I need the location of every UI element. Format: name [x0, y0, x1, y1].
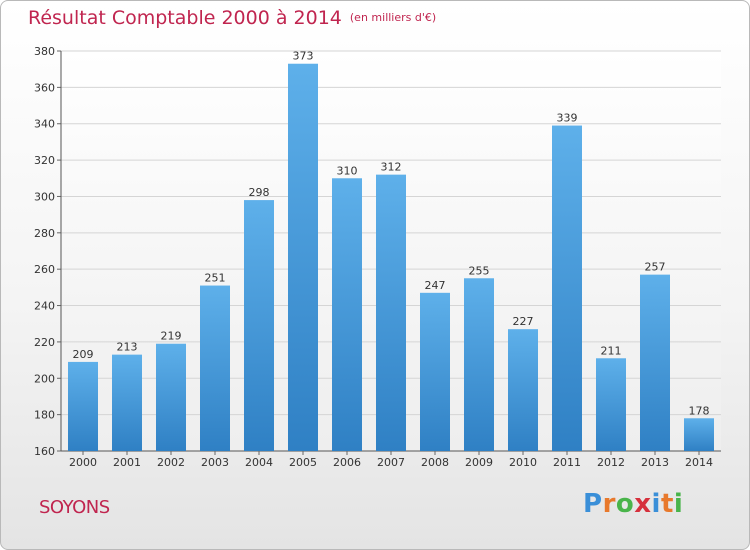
bar — [376, 174, 406, 452]
y-tick-label: 340 — [34, 118, 55, 131]
y-tick-label: 320 — [34, 154, 55, 167]
logo-letter: P — [583, 489, 603, 519]
logo-letter: x — [634, 489, 652, 519]
chart-title: Résultat Comptable 2000 à 2014 (en millie… — [28, 7, 436, 29]
value-label: 373 — [293, 50, 314, 63]
bar — [640, 274, 670, 451]
logo-letter: i — [673, 489, 684, 519]
y-tick-label: 300 — [34, 190, 55, 203]
x-tick-label: 2004 — [245, 456, 273, 469]
bar — [464, 278, 494, 451]
place-name: SOYONS — [39, 497, 110, 518]
logo-letter: r — [602, 489, 616, 519]
x-tick-label: 2000 — [69, 456, 97, 469]
value-label: 211 — [601, 344, 622, 357]
value-label: 339 — [557, 112, 578, 125]
bar — [420, 292, 450, 451]
bar — [68, 361, 98, 451]
value-label: 178 — [689, 404, 710, 417]
y-tick-label: 360 — [34, 81, 55, 94]
y-tick-label: 200 — [34, 372, 55, 385]
x-tick-label: 2010 — [509, 456, 537, 469]
y-tick-label: 220 — [34, 336, 55, 349]
value-label: 247 — [425, 279, 446, 292]
x-tick-label: 2014 — [685, 456, 713, 469]
bar — [112, 354, 142, 451]
bar — [552, 125, 582, 451]
value-label: 312 — [381, 161, 402, 174]
x-tick-label: 2009 — [465, 456, 493, 469]
logo-letter: t — [660, 489, 674, 519]
y-tick-label: 240 — [34, 300, 55, 313]
bar — [596, 358, 626, 451]
x-tick-label: 2005 — [289, 456, 317, 469]
bar — [244, 200, 274, 451]
x-tick-label: 2012 — [597, 456, 625, 469]
bar — [288, 63, 318, 452]
x-tick-label: 2003 — [201, 456, 229, 469]
proxiti-logo: Proxiti — [583, 489, 683, 519]
value-label: 257 — [645, 261, 666, 274]
x-tick-label: 2013 — [641, 456, 669, 469]
value-label: 310 — [337, 164, 358, 177]
logo-letter: i — [651, 489, 661, 519]
x-tick-label: 2002 — [157, 456, 185, 469]
x-tick-label: 2008 — [421, 456, 449, 469]
value-label: 219 — [161, 330, 182, 343]
bar — [684, 418, 714, 451]
bar — [332, 178, 362, 452]
bar — [200, 285, 230, 451]
chart-unit: (en milliers d'€) — [349, 11, 437, 24]
logo-letter: o — [615, 489, 635, 519]
x-tick-label: 2006 — [333, 456, 361, 469]
x-tick-label: 2007 — [377, 456, 405, 469]
value-label: 227 — [513, 315, 534, 328]
value-label: 213 — [117, 341, 138, 354]
value-label: 255 — [469, 264, 490, 277]
y-tick-label: 260 — [34, 263, 55, 276]
x-tick-label: 2011 — [553, 456, 581, 469]
y-tick-label: 180 — [34, 409, 55, 422]
y-tick-label: 380 — [34, 45, 55, 58]
value-label: 298 — [249, 186, 270, 199]
value-label: 251 — [205, 272, 226, 285]
bar — [156, 343, 186, 451]
y-tick-label: 280 — [34, 227, 55, 240]
chart-title-text: Résultat Comptable 2000 à 2014 — [28, 7, 342, 29]
x-tick-label: 2001 — [113, 456, 141, 469]
value-label: 209 — [73, 348, 94, 361]
bar — [508, 329, 538, 451]
y-tick-label: 160 — [34, 445, 55, 458]
